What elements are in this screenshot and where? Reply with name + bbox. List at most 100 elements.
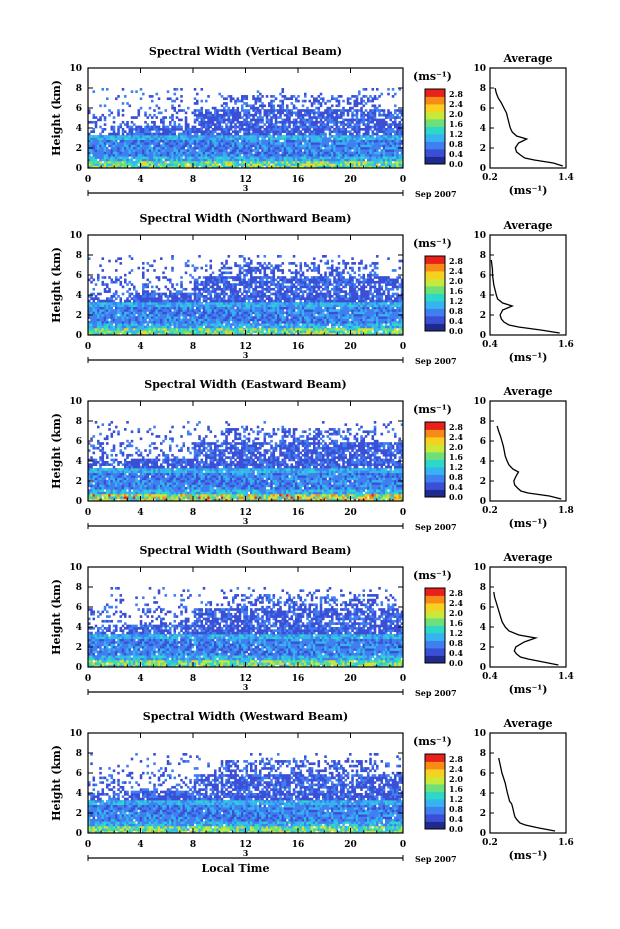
heatmap-cell: [160, 160, 163, 164]
heatmap-cell: [229, 325, 233, 329]
heatmap-cell: [259, 113, 262, 117]
colorbar-tick-label: 1.6: [449, 119, 463, 129]
heatmap-cell: [236, 323, 240, 326]
heatmap-cell: [169, 123, 172, 126]
heatmap-cell: [101, 135, 105, 138]
heatmap-cell: [319, 160, 323, 164]
heatmap-cell: [252, 125, 255, 129]
heatmap-cell: [317, 139, 321, 143]
heatmap-cell: [290, 158, 294, 162]
heatmap-cell: [175, 153, 179, 157]
heatmap-cell: [265, 325, 269, 329]
heatmap-cell: [371, 120, 375, 124]
heatmap-cell: [292, 106, 296, 110]
heatmap-cell: [254, 137, 258, 141]
heatmap-cell: [166, 128, 170, 131]
heatmap-cell: [88, 144, 91, 148]
heatmap-cell: [346, 120, 350, 124]
heatmap-cell: [247, 132, 251, 136]
heatmap-cell: [362, 309, 366, 312]
heatmap-cell: [310, 120, 314, 124]
heatmap-cell: [369, 128, 372, 131]
heatmap-cell: [139, 325, 143, 329]
heatmap-cell: [335, 142, 339, 145]
heatmap-cell: [232, 327, 235, 331]
heatmap-cell: [256, 156, 260, 159]
heatmap-cell: [173, 109, 177, 112]
heatmap-cell: [310, 116, 314, 119]
heatmap-cell: [364, 316, 368, 319]
heatmap-cell: [135, 153, 138, 157]
heatmap-cell: [182, 153, 186, 157]
heatmap-cell: [155, 304, 159, 308]
heatmap-cell: [313, 125, 316, 129]
heatmap-cell: [202, 113, 206, 117]
heatmap-cell: [173, 139, 177, 143]
heatmap-cell: [360, 163, 363, 166]
heatmap-cell: [103, 160, 107, 164]
heatmap-cell: [288, 330, 291, 333]
heatmap-cell: [223, 120, 226, 124]
heatmap-cell: [175, 158, 179, 162]
heatmap-cell: [142, 309, 145, 312]
heatmap-cell: [236, 146, 240, 150]
heatmap-cell: [351, 142, 354, 145]
heatmap-cell: [166, 135, 170, 138]
day-label: 3: [243, 183, 249, 193]
heatmap-cell: [198, 153, 201, 157]
heatmap-cell: [166, 332, 170, 335]
heatmap-cell: [369, 153, 372, 157]
heatmap-cell: [295, 306, 298, 310]
heatmap-cell: [358, 327, 361, 331]
heatmap-cell: [115, 146, 118, 150]
heatmap-cell: [317, 142, 321, 145]
heatmap-cell: [171, 125, 174, 129]
heatmap-cell: [337, 151, 341, 155]
heatmap-cell: [360, 139, 363, 143]
heatmap-cell: [207, 163, 210, 166]
heatmap-cell: [112, 116, 116, 119]
heatmap-cell: [346, 113, 350, 117]
heatmap-cell: [360, 151, 363, 155]
heatmap-cell: [351, 106, 354, 110]
heatmap-cell: [290, 156, 294, 159]
heatmap-cell: [317, 95, 321, 98]
heatmap-cell: [367, 130, 370, 133]
heatmap-cell: [117, 158, 120, 162]
heatmap-cell: [153, 313, 156, 317]
heatmap-cell: [261, 130, 264, 133]
heatmap-cell: [268, 111, 271, 115]
heatmap-cell: [216, 153, 219, 157]
heatmap-cell: [340, 111, 343, 115]
heatmap-cell: [218, 156, 222, 159]
heatmap-cell: [211, 306, 215, 310]
heatmap-cell: [209, 163, 213, 166]
heatmap-cell: [155, 146, 159, 150]
heatmap-cell: [328, 111, 332, 115]
heatmap-cell: [268, 109, 271, 112]
heatmap-cell: [92, 128, 96, 131]
heatmap-cell: [371, 118, 375, 122]
heatmap-cell: [216, 318, 219, 322]
heatmap-cell: [344, 123, 348, 126]
heatmap-cell: [157, 320, 161, 324]
heatmap-cell: [171, 323, 174, 326]
heatmap-cell: [331, 118, 334, 122]
heatmap-cell: [315, 149, 318, 152]
heatmap-cell: [274, 128, 278, 131]
heatmap-cell: [128, 318, 132, 322]
heatmap-cell: [297, 132, 300, 136]
heatmap-cell: [315, 125, 318, 129]
heatmap-cell: [337, 128, 341, 131]
heatmap-cell: [175, 318, 179, 322]
heatmap-cell: [245, 113, 249, 117]
heatmap-cell: [362, 318, 366, 322]
heatmap-cell: [200, 132, 204, 136]
heatmap-cell: [389, 330, 393, 333]
heatmap-cell: [153, 320, 156, 324]
heatmap-cell: [256, 306, 260, 310]
heatmap-cell: [232, 111, 235, 115]
heatmap-cell: [171, 330, 174, 333]
heatmap-cell: [146, 163, 150, 166]
heatmap-cell: [270, 149, 273, 152]
